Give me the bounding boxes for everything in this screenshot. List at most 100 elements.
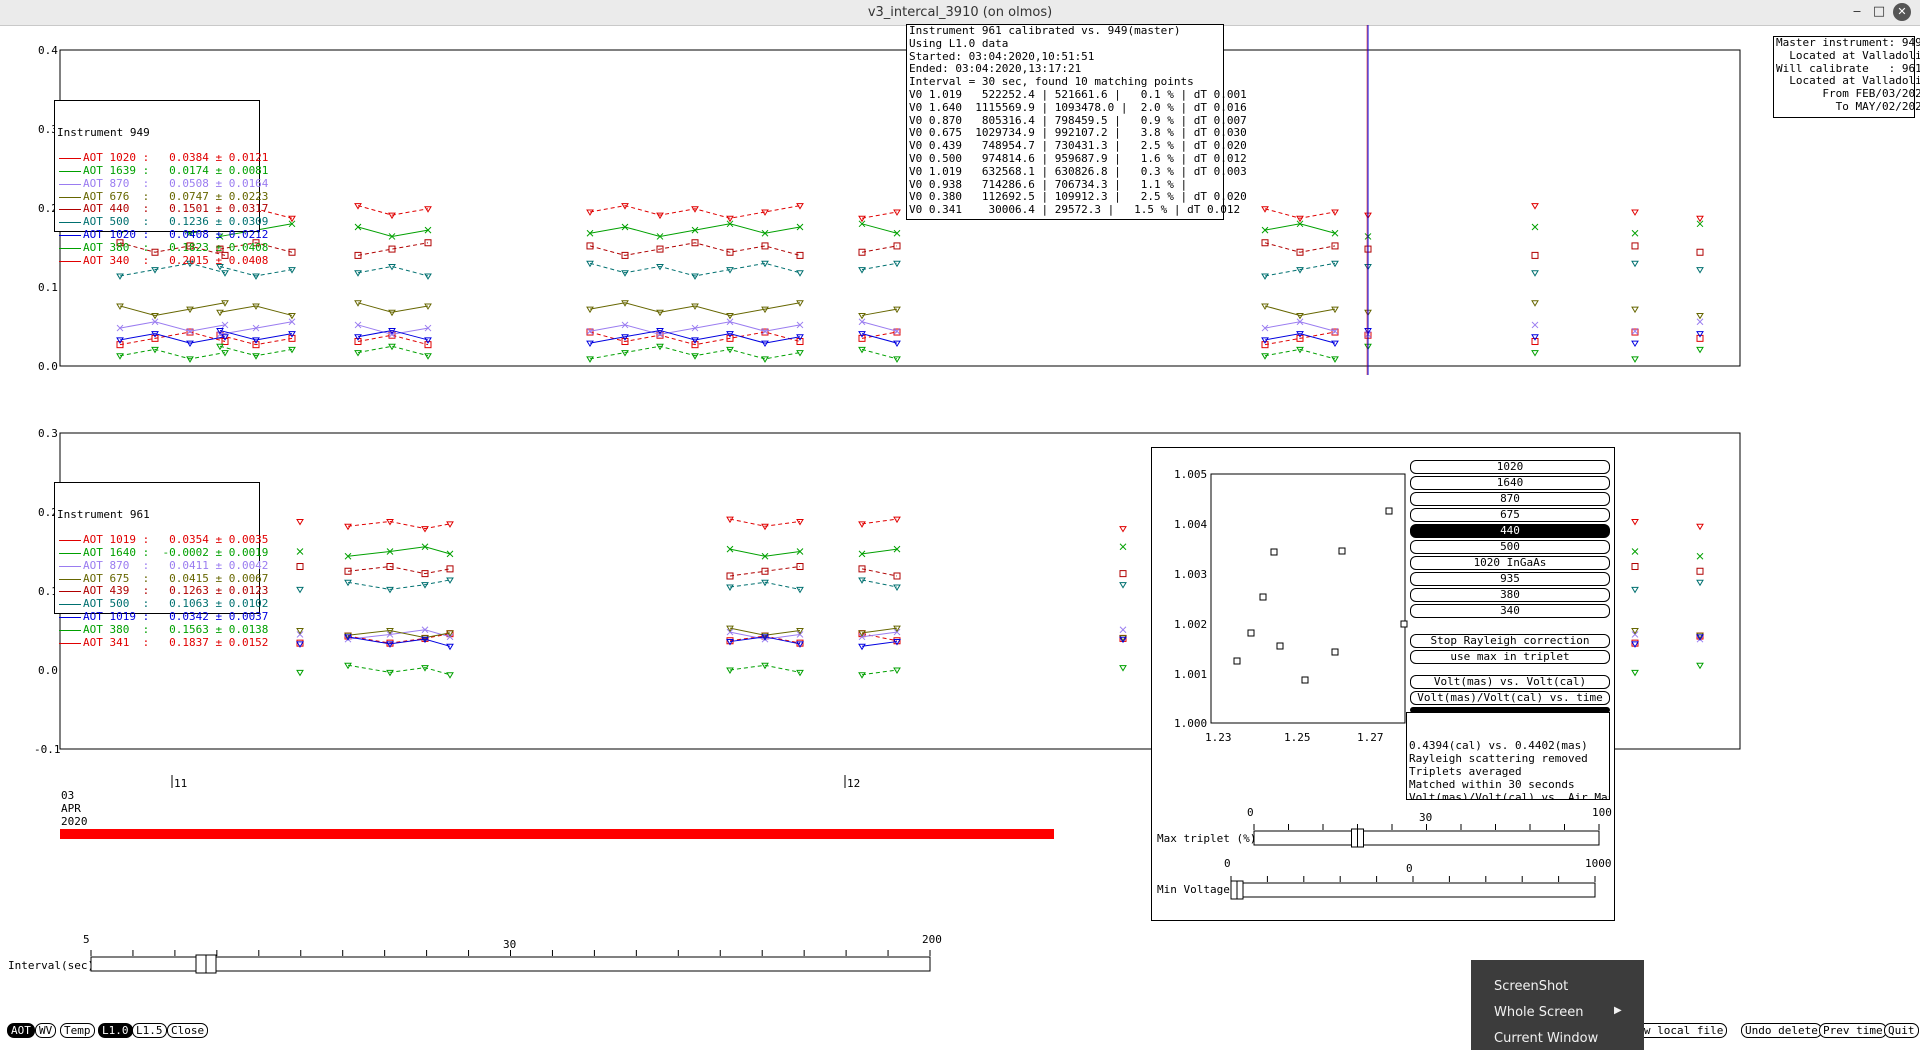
min-voltage-track[interactable]	[1230, 882, 1596, 898]
data-marker	[1696, 567, 1704, 575]
wavelength-button[interactable]: 675	[1410, 508, 1610, 522]
wavelength-button[interactable]: 440	[1410, 524, 1610, 538]
wavelength-button[interactable]: 500	[1410, 540, 1610, 554]
data-marker	[388, 331, 396, 339]
interval-slider-track[interactable]	[90, 956, 931, 972]
legend-entry: AOT 500 : 0.1236 ± 0.0309	[57, 215, 268, 229]
close-button[interactable]: Close	[167, 1023, 209, 1038]
menu-item-current-window[interactable]: Current Window	[1494, 1031, 1599, 1046]
legend-text: AOT 341 : 0.1837 ± 0.0152	[83, 635, 269, 649]
data-marker	[586, 328, 594, 336]
data-marker	[691, 353, 699, 360]
data-marker	[1696, 267, 1704, 274]
minimize-button[interactable]: ‒	[1852, 4, 1862, 19]
ratio-ytick: 1.001	[1174, 668, 1207, 681]
data-marker	[216, 309, 224, 317]
wavelength-button[interactable]: 1020 InGaAs	[1410, 556, 1610, 570]
max-triplet-track[interactable]	[1253, 830, 1600, 846]
legend-title: Instrument 949	[57, 125, 150, 139]
quit-button[interactable]: Quit	[1884, 1023, 1919, 1038]
wavelength-button[interactable]: 1640	[1410, 476, 1610, 490]
wavelength-button[interactable]: 870	[1410, 492, 1610, 506]
data-marker	[1331, 327, 1339, 335]
data-marker	[858, 318, 866, 326]
undo-delete-button[interactable]: Undo delete	[1741, 1023, 1822, 1038]
data-marker	[893, 545, 901, 553]
maximize-button[interactable]: □	[1872, 4, 1886, 19]
menu-item-whole-screen[interactable]: Whole Screen ▶	[1494, 1005, 1624, 1020]
series-line	[729, 664, 801, 673]
data-marker	[1331, 356, 1339, 363]
data-marker	[421, 543, 429, 551]
legend-swatch	[59, 616, 81, 618]
data-marker	[656, 327, 664, 335]
data-marker	[858, 643, 866, 651]
data-marker	[691, 303, 699, 310]
data-marker	[761, 340, 769, 348]
prev-time-button[interactable]: Prev time	[1819, 1023, 1887, 1038]
data-marker	[1296, 318, 1304, 326]
panel-sliders: 0 30 100 Max triplet (%) 0 0 1000 Min Vo…	[1157, 806, 1612, 900]
data-marker	[1261, 353, 1269, 360]
time-range-bar[interactable]	[60, 829, 1054, 839]
legend-entry: AOT 675 : 0.0415 ± 0.0067	[57, 572, 268, 586]
data-marker	[796, 518, 804, 526]
max-triplet-max: 100	[1592, 806, 1612, 819]
ratio-point	[1400, 620, 1408, 628]
legend-swatch	[59, 260, 81, 262]
data-marker	[424, 341, 432, 349]
data-marker	[1296, 334, 1304, 342]
data-marker	[421, 526, 429, 533]
data-marker	[186, 327, 194, 335]
wavelength-button[interactable]: 1020	[1410, 460, 1610, 474]
l15-button[interactable]: L1.5	[132, 1023, 167, 1038]
volt-ratio-vs-time-button[interactable]: Volt(mas)/Volt(cal) vs. time	[1410, 691, 1610, 705]
data-marker	[858, 248, 866, 256]
legend-text: AOT 870 : 0.0508 ± 0.0164	[83, 176, 269, 190]
temp-button[interactable]: Temp	[60, 1023, 95, 1038]
menu-item-screenshot[interactable]: ScreenShot	[1494, 979, 1569, 994]
volt-vs-volt-button[interactable]: Volt(mas) vs. Volt(cal)	[1410, 675, 1610, 689]
data-marker	[1696, 220, 1704, 228]
use-max-triplet-button[interactable]: use max in triplet	[1410, 650, 1610, 664]
data-marker	[1631, 356, 1639, 363]
data-marker	[151, 334, 159, 342]
ratio-ytick: 1.005	[1174, 468, 1207, 481]
data-marker	[1261, 206, 1269, 213]
series-line	[357, 329, 429, 341]
data-marker	[421, 665, 429, 672]
data-marker	[761, 567, 769, 575]
l10-button[interactable]: L1.0	[98, 1023, 133, 1038]
data-marker	[1296, 346, 1304, 354]
view-local-file-button[interactable]: View local file	[1620, 1023, 1728, 1038]
legend-swatch	[59, 578, 81, 580]
data-marker	[388, 212, 396, 220]
series-line	[861, 641, 898, 647]
wavelength-button[interactable]: 340	[1410, 604, 1610, 618]
bottom-ytick: 0.2	[38, 506, 58, 519]
bottom-legend: Instrument 961 AOT 1019 : 0.0354 ± 0.003…	[54, 482, 268, 648]
data-marker	[858, 630, 866, 637]
wavelength-button[interactable]: 380	[1410, 588, 1610, 602]
data-marker	[656, 233, 664, 240]
legend-text: AOT 1640 : -0.0002 ± 0.0019	[83, 545, 269, 559]
aot-button[interactable]: AOT	[7, 1023, 35, 1038]
data-marker	[691, 324, 699, 332]
close-window-button[interactable]: ✕	[1893, 3, 1911, 21]
cal-info-line: V0 1.019 522252.4 | 521661.6 | 0.1 % | d…	[909, 87, 1247, 101]
data-marker	[1696, 215, 1704, 223]
data-marker	[344, 662, 352, 670]
legend-entry: AOT 439 : 0.1263 ± 0.0123	[57, 584, 268, 598]
ratio-point	[1270, 548, 1278, 556]
wavelength-button[interactable]: 935	[1410, 572, 1610, 586]
series-line	[589, 345, 801, 360]
data-marker	[386, 669, 394, 677]
data-marker	[893, 340, 901, 348]
data-marker	[116, 324, 124, 332]
min-voltage-min: 0	[1224, 857, 1231, 870]
data-marker	[1696, 552, 1704, 560]
data-marker	[386, 641, 394, 648]
stop-rayleigh-button[interactable]: Stop Rayleigh correction	[1410, 634, 1610, 648]
series-line	[357, 265, 429, 277]
wv-button[interactable]: WV	[35, 1023, 57, 1038]
